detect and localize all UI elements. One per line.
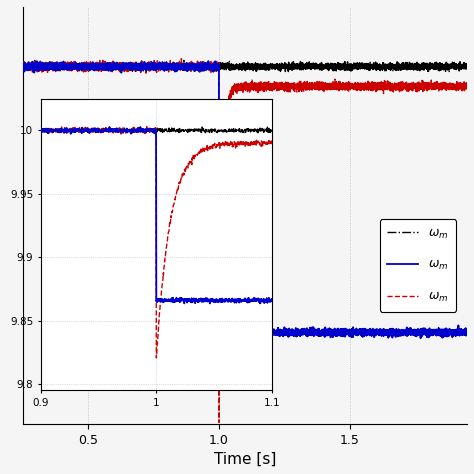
X-axis label: Time [s]: Time [s] — [214, 452, 276, 467]
Legend: $\omega_{m}$, $\omega_{m}$, $\omega_{m}$: $\omega_{m}$, $\omega_{m}$, $\omega_{m}$ — [380, 219, 456, 311]
